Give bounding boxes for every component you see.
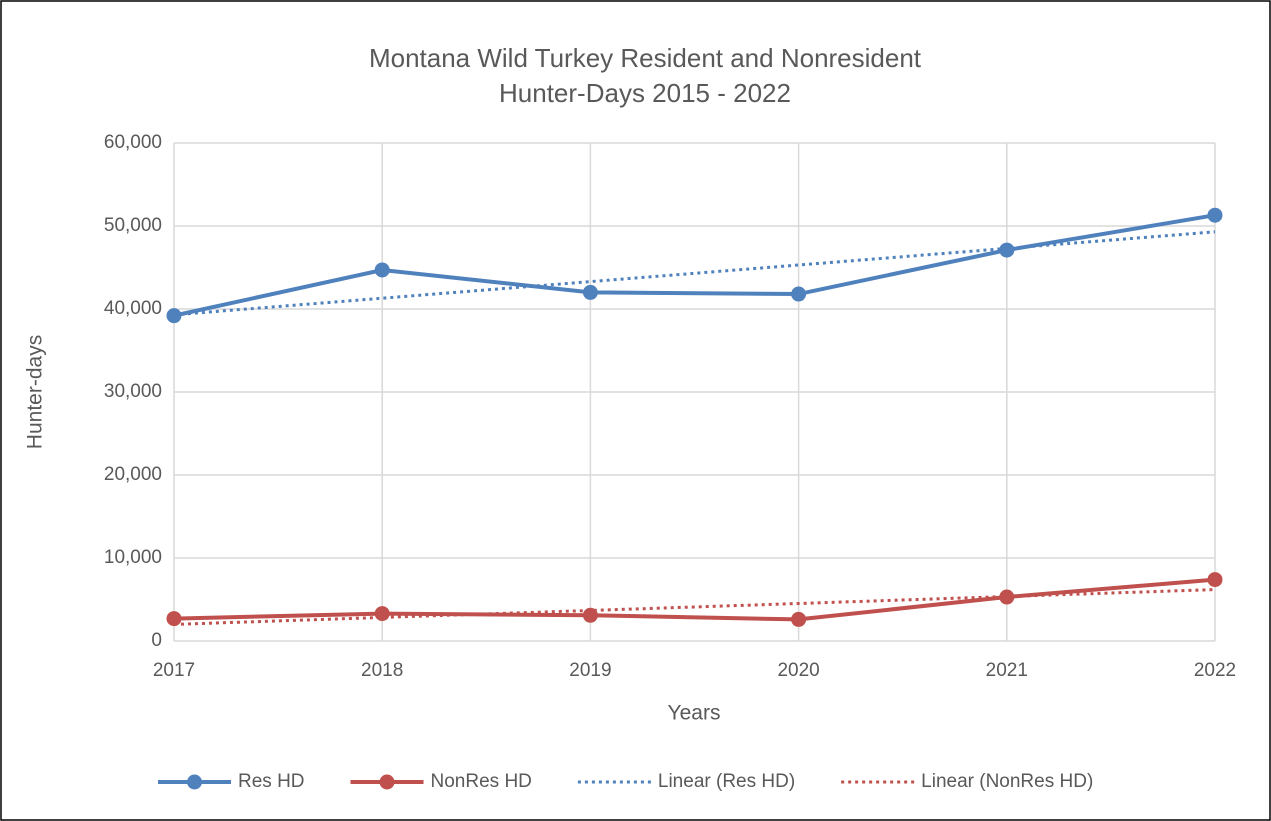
data-point <box>166 611 182 627</box>
y-tick-label: 0 <box>151 630 162 651</box>
trend-line <box>173 230 1216 317</box>
x-tick-label: 2018 <box>361 660 403 681</box>
data-point <box>166 308 182 324</box>
data-point <box>791 611 807 627</box>
legend-label: Res HD <box>238 771 305 792</box>
data-point <box>791 286 807 302</box>
y-tick-label: 40,000 <box>104 298 162 319</box>
plot-area <box>166 207 1223 627</box>
x-tick-label: 2017 <box>153 660 195 681</box>
y-axis-title: Hunter-days <box>24 335 47 449</box>
legend-marker <box>187 774 202 790</box>
y-tick-label: 20,000 <box>104 464 162 485</box>
x-axis-title: Years <box>668 702 721 725</box>
legend-label: NonRes HD <box>431 771 532 792</box>
data-point <box>582 284 598 300</box>
chart-title: Montana Wild Turkey Resident and Nonresi… <box>369 43 922 73</box>
y-tick-label: 30,000 <box>104 381 162 402</box>
data-point <box>1207 207 1223 223</box>
trend-line <box>173 588 1216 626</box>
y-tick-label: 50,000 <box>104 215 162 236</box>
x-tick-label: 2022 <box>1194 660 1236 681</box>
data-point <box>1207 572 1223 588</box>
data-point <box>374 262 390 278</box>
x-tick-label: 2020 <box>777 660 819 681</box>
x-tick-label: 2019 <box>569 660 611 681</box>
x-tick-label: 2021 <box>986 660 1028 681</box>
grid: 0 10,000 20,000 30,000 40,000 50,000 60,000 201… <box>104 132 1236 681</box>
legend-label: Linear (NonRes HD) <box>921 771 1093 792</box>
legend: Res HD NonRes HD Linear (Res HD) Linear (No… <box>158 771 1093 792</box>
chart-title: Hunter-Days 2015 - 2022 <box>499 78 791 108</box>
y-tick-label: 10,000 <box>104 547 162 568</box>
legend-marker <box>379 774 395 790</box>
y-tick-label: 60,000 <box>104 132 162 153</box>
data-point <box>999 242 1015 258</box>
legend-label: Linear (Res HD) <box>658 771 795 792</box>
